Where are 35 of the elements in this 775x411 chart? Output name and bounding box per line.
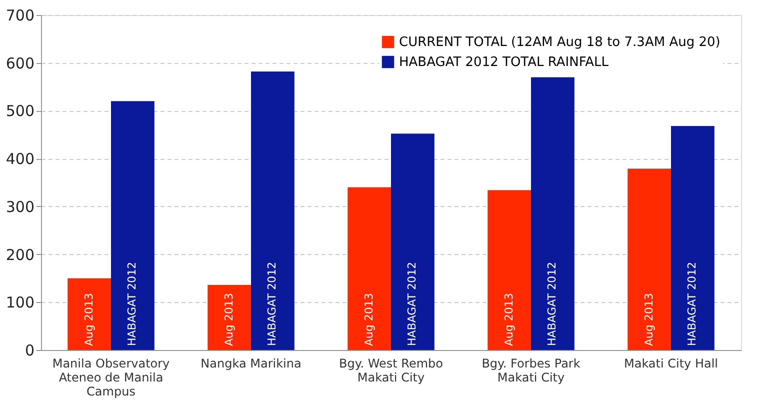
y-tick-label: 600 — [6, 54, 34, 72]
legend-label: CURRENT TOTAL (12AM Aug 18 to 7.3AM Aug 20) — [399, 35, 720, 50]
bar — [68, 278, 111, 350]
data-label: Aug 2013 — [82, 293, 96, 346]
y-tick-label: 700 — [6, 6, 34, 24]
bar — [628, 168, 671, 350]
y-tick-label: 500 — [6, 102, 34, 120]
x-tick-label: Manila Observatory Ateneo de Manila Campus — [52, 356, 170, 398]
data-label: Aug 2013 — [642, 293, 656, 346]
x-tick-label: Bgy. Forbes Park Makati City — [482, 356, 580, 384]
legend-label: HABAGAT 2012 TOTAL RAINFALL — [399, 55, 610, 70]
data-label: Aug 2013 — [222, 293, 236, 346]
data-label: HABAGAT 2012 — [266, 262, 279, 346]
bar — [488, 190, 531, 350]
y-tick-label: 300 — [6, 198, 34, 216]
bar — [348, 187, 391, 350]
data-label: HABAGAT 2012 — [686, 262, 699, 346]
y-tick-label: 400 — [6, 150, 34, 168]
bar — [251, 71, 294, 350]
data-label: HABAGAT 2012 — [406, 262, 419, 346]
data-label: Aug 2013 — [502, 293, 516, 346]
bar — [111, 101, 154, 350]
data-label: HABAGAT 2012 — [126, 262, 139, 346]
y-tick-label: 200 — [6, 246, 34, 264]
data-label: HABAGAT 2012 — [546, 262, 559, 346]
x-tick-label: Bgy. West Rembo Makati City — [338, 356, 444, 384]
x-tick-label: Nangka Marikina — [200, 356, 302, 370]
bar — [531, 77, 574, 350]
data-label: Aug 2013 — [362, 293, 376, 346]
y-tick-label: 0 — [24, 342, 34, 360]
x-tick-label: Makati City Hall — [624, 356, 718, 370]
bar — [671, 126, 714, 350]
bar — [208, 284, 251, 350]
y-tick-label: 100 — [6, 294, 34, 312]
bar — [391, 134, 434, 350]
